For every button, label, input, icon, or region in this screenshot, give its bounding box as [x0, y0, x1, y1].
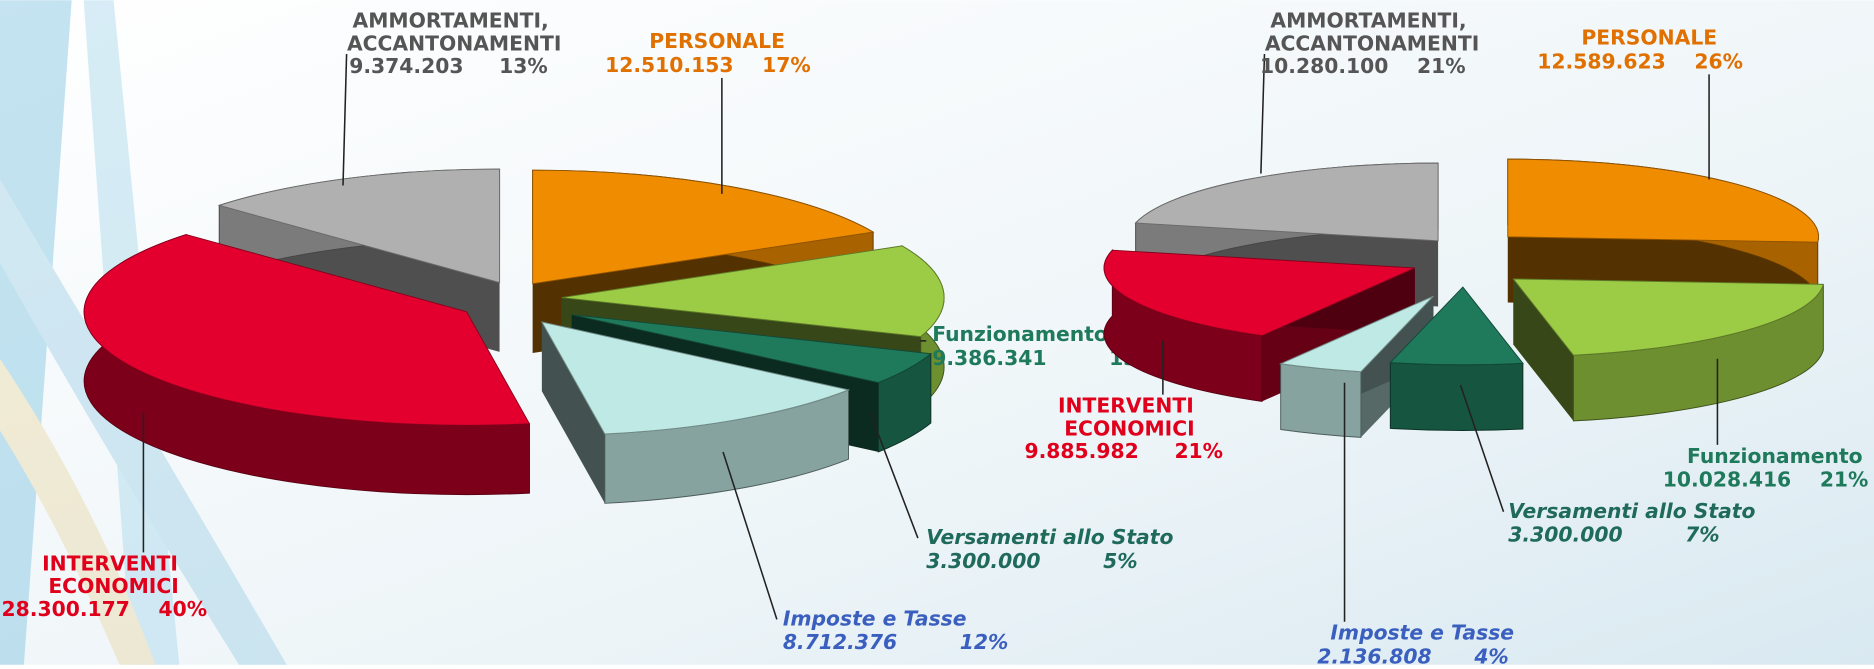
slice-top	[1134, 162, 1439, 242]
value-label: 9.885.982	[1024, 439, 1138, 463]
percent-label: 21%	[1174, 439, 1223, 463]
leader-line	[342, 54, 348, 186]
slice-label: Versamenti allo Stato	[926, 525, 1173, 549]
pie-slice	[1278, 295, 1434, 438]
slice-label: Imposte e Tasse	[1330, 621, 1514, 645]
value-label: 12.510.153	[605, 53, 733, 77]
percent-label: 26%	[1694, 49, 1743, 73]
percent-label: 12%	[960, 630, 1009, 654]
slice-top	[1103, 249, 1415, 337]
slice-top	[561, 245, 945, 338]
slice-top	[217, 168, 501, 284]
slice-label: AMMORTAMENTI, ACCANTONAMENTI	[1265, 9, 1479, 56]
value-label: 8.712.376	[783, 630, 897, 654]
percent-label: 7%	[1685, 523, 1719, 547]
slice-top	[540, 321, 851, 435]
slice-label: Imposte e Tasse	[783, 606, 967, 630]
value-label: 12.589.623	[1537, 49, 1665, 73]
percent-label: 40%	[159, 597, 208, 621]
slice-top	[1278, 295, 1434, 373]
slice-label: Funzionamento	[1687, 444, 1863, 468]
percent-label: 21%	[1820, 468, 1869, 492]
slice-side	[1389, 362, 1524, 431]
slice-top	[1512, 278, 1824, 356]
slice-top	[83, 234, 531, 426]
slice-wall	[541, 321, 605, 504]
slice-label: INTERVENTI ECONOMICI	[42, 551, 185, 598]
pie-slice	[1389, 286, 1524, 431]
leader-line	[869, 412, 919, 539]
value-label: 10.028.416	[1663, 468, 1791, 492]
slice-label: INTERVENTI ECONOMICI	[1058, 394, 1201, 441]
pie-slice	[540, 321, 851, 504]
leader-line	[1459, 384, 1505, 513]
percent-label: 17%	[762, 53, 811, 77]
slice-top	[1507, 158, 1819, 243]
slice-label: AMMORTAMENTI, ACCANTONAMENTI	[347, 9, 561, 56]
percent-label: 21%	[1417, 54, 1466, 78]
pie-slice	[83, 233, 531, 496]
percent-label: 5%	[1103, 549, 1137, 573]
slice-label: Funzionamento	[932, 322, 1108, 346]
value-label: 9.386.341	[932, 346, 1046, 370]
pie-slice	[217, 168, 501, 352]
slice-label: PERSONALE	[649, 29, 785, 53]
slice-top	[571, 314, 933, 384]
slice-top	[1389, 286, 1524, 366]
slice-label: PERSONALE	[1581, 25, 1717, 49]
value-label: 3.300.000	[926, 549, 1040, 573]
slice-wall	[1513, 278, 1574, 421]
slice-label: Versamenti allo Stato	[1508, 499, 1755, 523]
value-label: 28.300.177	[2, 597, 130, 621]
value-label: 3.300.000	[1508, 523, 1622, 547]
value-label: 2.136.808	[1317, 645, 1431, 665]
pie-slice	[1512, 278, 1824, 422]
leader-line	[722, 451, 778, 620]
leader-line	[1260, 54, 1266, 174]
percent-label: 4%	[1473, 645, 1508, 665]
slice-top	[532, 169, 875, 285]
value-label: 9.374.203	[349, 54, 463, 78]
slice-side	[1280, 363, 1362, 438]
value-label: 10.280.100	[1260, 54, 1388, 78]
percent-label: 13%	[499, 54, 548, 78]
